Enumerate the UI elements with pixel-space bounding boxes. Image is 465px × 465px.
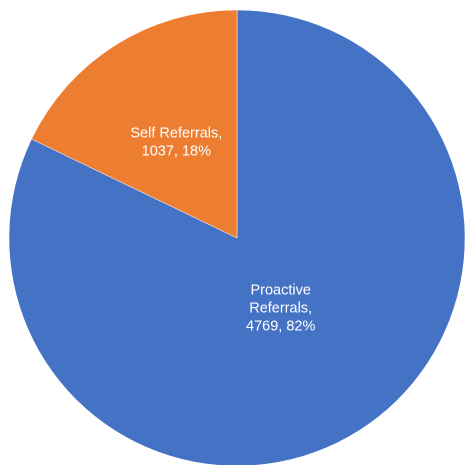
pie-slices xyxy=(8,9,465,465)
pie-slice-proactive-referrals xyxy=(8,9,465,465)
data-label-line: Referrals, xyxy=(249,300,312,316)
data-label-line: Self Referrals, xyxy=(130,125,222,141)
data-label-self-referrals: Self Referrals, 1037, 18% xyxy=(130,125,222,159)
data-label-proactive-referrals: Proactive Referrals, 4769, 82% xyxy=(246,282,315,334)
data-label-line: 4769, 82% xyxy=(246,318,315,334)
data-label-line: 1037, 18% xyxy=(142,143,211,159)
slice-labels: Proactive Referrals, 4769, 82% Self Referra… xyxy=(130,125,315,334)
pie-slice-self-referrals xyxy=(31,9,238,239)
data-label-line: Proactive xyxy=(250,282,310,298)
